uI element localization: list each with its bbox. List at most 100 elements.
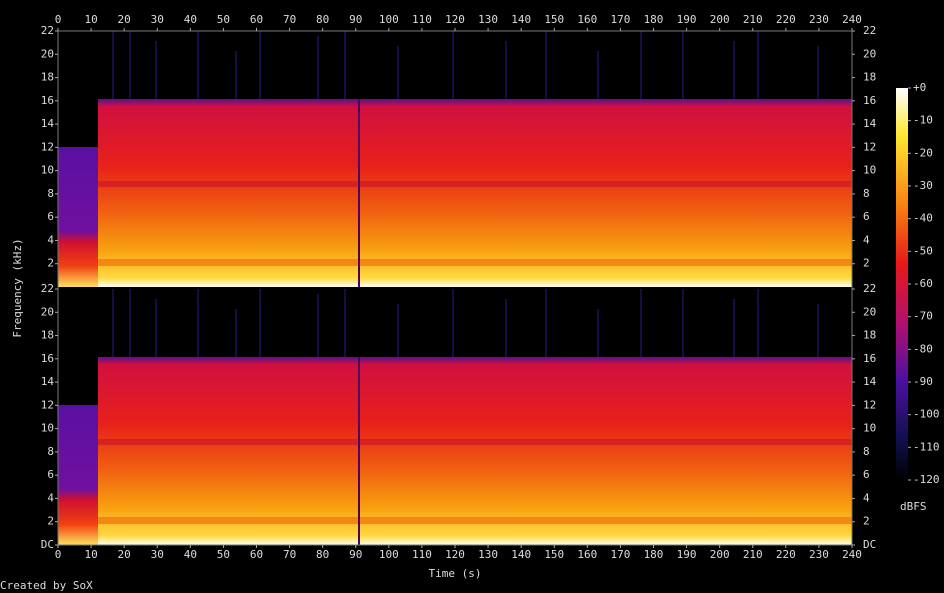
colorbar-tick-label: -80 xyxy=(913,342,933,355)
x-tick-label: 180 xyxy=(644,548,664,561)
y-tick-label: 4 xyxy=(47,491,54,504)
y-tick-label: 22 xyxy=(863,282,876,295)
x-tick-label: 20 xyxy=(118,548,131,561)
x-tick-label: 100 xyxy=(379,548,399,561)
colorbar-tick-label: -70 xyxy=(913,310,933,323)
spectrogram-image xyxy=(57,30,853,288)
x-tick-label: 80 xyxy=(316,13,329,26)
x-tick-label: 60 xyxy=(250,13,263,26)
x-tick-label: 200 xyxy=(710,548,730,561)
y-tick-label: 6 xyxy=(47,468,54,481)
x-tick-label: 90 xyxy=(349,548,362,561)
y-tick-label: 6 xyxy=(863,210,870,223)
y-tick-label: 16 xyxy=(41,94,54,107)
y-tick-label: 22 xyxy=(863,24,876,37)
y-tick-label: 20 xyxy=(863,305,876,318)
x-tick-label: 100 xyxy=(379,13,399,26)
y-tick-label: 12 xyxy=(863,398,876,411)
y-tick-label: 8 xyxy=(863,187,870,200)
x-tick-label: 210 xyxy=(743,13,763,26)
x-tick-label: 160 xyxy=(577,548,597,561)
x-tick-label: 130 xyxy=(478,548,498,561)
x-axis-label: Time (s) xyxy=(429,567,482,580)
y-tick-label: 10 xyxy=(41,164,54,177)
y-tick-label: 20 xyxy=(863,47,876,60)
colorbar-tick-label: -120 xyxy=(913,473,940,486)
x-tick-label: 150 xyxy=(544,13,564,26)
x-tick-label: 220 xyxy=(776,13,796,26)
y-tick-label: 22 xyxy=(41,24,54,37)
y-tick-label: 14 xyxy=(41,375,55,388)
y-tick-label: 8 xyxy=(47,445,54,458)
colorbar-tick-label: +0 xyxy=(913,81,926,94)
y-tick-label: 20 xyxy=(41,47,54,60)
y-tick-label: 14 xyxy=(863,117,877,130)
x-tick-label: 110 xyxy=(412,13,432,26)
y-tick-label: 12 xyxy=(863,140,876,153)
x-tick-label: 50 xyxy=(217,548,230,561)
y-tick-label: 16 xyxy=(863,94,876,107)
x-tick-label: 180 xyxy=(644,13,664,26)
y-tick-label: 18 xyxy=(41,329,54,342)
x-tick-label: 0 xyxy=(55,548,62,561)
y-tick-label: 16 xyxy=(41,352,54,365)
colorbar-tick-label: -90 xyxy=(913,375,933,388)
x-tick-label: 230 xyxy=(809,13,829,26)
x-tick-label: 120 xyxy=(445,13,465,26)
y-axis-label: Frequency (kHz) xyxy=(11,238,24,337)
y-tick-label: 8 xyxy=(47,187,54,200)
x-tick-label: 90 xyxy=(349,13,362,26)
x-tick-label: 60 xyxy=(250,548,263,561)
x-tick-label: 220 xyxy=(776,548,796,561)
y-tick-label: 20 xyxy=(41,305,54,318)
x-tick-label: 120 xyxy=(445,548,465,561)
y-tick-label: 18 xyxy=(863,329,876,342)
y-tick-label: 12 xyxy=(41,140,54,153)
x-tick-label: 50 xyxy=(217,13,230,26)
x-tick-label: 30 xyxy=(151,548,164,561)
footer: Created by SoX xyxy=(0,579,93,592)
x-tick-label: 10 xyxy=(84,13,97,26)
x-tick-label: 190 xyxy=(677,548,697,561)
y-tick-label: 6 xyxy=(863,468,870,481)
y-tick-label: 18 xyxy=(863,71,876,84)
y-tick-label: 2 xyxy=(863,515,870,528)
colorbar xyxy=(896,88,908,480)
y-tick-label: DC xyxy=(41,538,54,551)
x-tick-label: 70 xyxy=(283,13,296,26)
x-tick-label: 30 xyxy=(151,13,164,26)
x-tick-label: 240 xyxy=(842,548,862,561)
spectrogram-image xyxy=(57,288,853,546)
y-tick-label: 14 xyxy=(41,117,55,130)
colorbar-label: dBFS xyxy=(900,500,927,513)
x-tick-label: 40 xyxy=(184,13,197,26)
y-tick-label: 2 xyxy=(47,515,54,528)
colorbar-tick-label: -40 xyxy=(913,212,933,225)
y-tick-label: 18 xyxy=(41,71,54,84)
x-tick-label: 70 xyxy=(283,548,296,561)
x-tick-label: 210 xyxy=(743,548,763,561)
colorbar-tick-label: -30 xyxy=(913,179,933,192)
colorbar-tick-label: -100 xyxy=(913,408,940,421)
x-tick-label: 10 xyxy=(84,548,97,561)
x-tick-label: 240 xyxy=(842,13,862,26)
y-tick-label: 16 xyxy=(863,352,876,365)
y-tick-label: 2 xyxy=(47,257,54,270)
x-tick-label: 160 xyxy=(577,13,597,26)
x-tick-label: 170 xyxy=(610,548,630,561)
colorbar-tick-label: -20 xyxy=(913,146,933,159)
x-tick-label: 140 xyxy=(511,13,531,26)
x-tick-label: 40 xyxy=(184,548,197,561)
x-tick-label: 190 xyxy=(677,13,697,26)
y-tick-label: 14 xyxy=(863,375,877,388)
y-tick-label: 10 xyxy=(863,422,876,435)
x-tick-label: 200 xyxy=(710,13,730,26)
colorbar-tick-label: -10 xyxy=(913,114,933,127)
colorbar-tick-label: -60 xyxy=(913,277,933,290)
x-tick-label: 130 xyxy=(478,13,498,26)
y-tick-label: 10 xyxy=(863,164,876,177)
x-tick-label: 230 xyxy=(809,548,829,561)
x-tick-label: 170 xyxy=(610,13,630,26)
y-tick-label: 12 xyxy=(41,398,54,411)
x-tick-label: 110 xyxy=(412,548,432,561)
